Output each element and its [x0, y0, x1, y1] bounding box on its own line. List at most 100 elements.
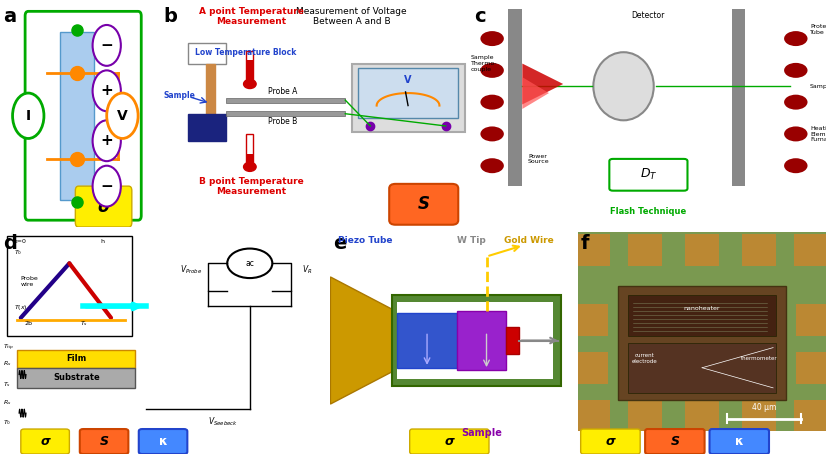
Text: $T_s$: $T_s$ [80, 319, 88, 327]
Text: 40 μm: 40 μm [752, 403, 776, 412]
Circle shape [12, 93, 44, 138]
Bar [226, 111, 345, 116]
Bar [247, 154, 253, 163]
Text: h: h [101, 239, 105, 244]
Bar [578, 304, 608, 336]
Bar [226, 98, 345, 103]
Circle shape [93, 25, 121, 66]
Text: thermometer: thermometer [741, 356, 777, 361]
Text: +: + [100, 83, 113, 99]
Text: x=0: x=0 [14, 239, 26, 244]
Bar [206, 64, 215, 114]
Text: V: V [117, 109, 128, 123]
Polygon shape [522, 77, 549, 109]
Text: +: + [100, 133, 113, 148]
Bar [246, 134, 254, 166]
Text: $V_{Seebeck}$: $V_{Seebeck}$ [208, 415, 238, 428]
Bar [742, 400, 776, 431]
Bar [742, 234, 776, 266]
FancyBboxPatch shape [645, 429, 705, 454]
Text: S: S [418, 195, 430, 213]
Text: 2b: 2b [24, 321, 32, 326]
Text: Probe
wire: Probe wire [21, 276, 39, 287]
Text: σ: σ [444, 435, 454, 448]
Text: κ: κ [159, 435, 168, 448]
Bar [352, 64, 464, 132]
Text: −: − [100, 38, 113, 53]
Bar [628, 234, 662, 266]
Text: Detector: Detector [632, 11, 665, 20]
Circle shape [244, 79, 256, 89]
Bar [685, 234, 719, 266]
Bar [397, 302, 553, 379]
Circle shape [784, 63, 808, 78]
Text: $R_s$: $R_s$ [3, 360, 12, 368]
Bar [188, 43, 226, 64]
Text: Piezo Tube: Piezo Tube [338, 236, 392, 245]
Bar [628, 343, 776, 393]
Text: $T_s$: $T_s$ [3, 380, 12, 389]
Bar [397, 313, 457, 368]
Text: f: f [581, 234, 589, 253]
Text: Low Temperature Block: Low Temperature Block [195, 48, 296, 57]
Bar [628, 295, 776, 336]
Bar [732, 9, 745, 186]
Text: $T_0$: $T_0$ [3, 419, 12, 427]
Text: σ: σ [40, 435, 50, 448]
Text: Substrate: Substrate [53, 374, 100, 382]
Text: $D_T$: $D_T$ [639, 167, 657, 183]
Text: $T_0$: $T_0$ [14, 248, 22, 257]
Text: W Tip: W Tip [458, 236, 486, 245]
Bar [794, 234, 826, 266]
FancyBboxPatch shape [21, 429, 69, 454]
Text: −: − [100, 178, 113, 194]
Text: S: S [100, 435, 108, 448]
FancyBboxPatch shape [80, 429, 128, 454]
Bar [59, 32, 94, 200]
Circle shape [93, 120, 121, 161]
Circle shape [93, 70, 121, 111]
Text: $V_{Probe}$: $V_{Probe}$ [180, 263, 202, 276]
Text: Sample
Thermo-
couple: Sample Thermo- couple [471, 55, 497, 72]
Text: ac: ac [245, 259, 254, 268]
Bar [685, 400, 719, 431]
Text: current
electrode: current electrode [632, 353, 658, 364]
Text: b: b [164, 7, 177, 26]
Bar [506, 327, 519, 354]
Bar [392, 295, 561, 386]
Polygon shape [522, 64, 563, 104]
Circle shape [244, 162, 256, 172]
Bar [17, 350, 135, 368]
Text: B point Temperature
Measurement: B point Temperature Measurement [199, 177, 303, 197]
Bar [578, 352, 608, 384]
Text: σ: σ [97, 197, 110, 216]
Bar [628, 400, 662, 431]
Text: S: S [671, 435, 679, 448]
FancyBboxPatch shape [581, 429, 640, 454]
Polygon shape [330, 277, 400, 404]
Bar [188, 114, 226, 141]
Text: I: I [26, 109, 31, 123]
Bar [247, 60, 253, 81]
Text: Gold Wire: Gold Wire [504, 236, 553, 245]
Circle shape [784, 31, 808, 46]
Text: σ: σ [605, 435, 615, 448]
Text: c: c [474, 7, 486, 26]
Text: V: V [404, 75, 412, 85]
Text: Sample: Sample [164, 91, 195, 100]
Circle shape [481, 31, 504, 46]
Text: Protective
Tube: Protective Tube [810, 24, 826, 35]
Ellipse shape [593, 52, 653, 120]
Bar [17, 368, 135, 388]
Text: $T(x)$: $T(x)$ [14, 303, 28, 312]
Text: Probe A: Probe A [268, 88, 297, 97]
Circle shape [784, 94, 808, 109]
Circle shape [93, 166, 121, 207]
Circle shape [481, 63, 504, 78]
Bar [508, 9, 521, 186]
Text: d: d [3, 234, 17, 253]
FancyBboxPatch shape [75, 186, 132, 227]
Text: $T_{tip}$: $T_{tip}$ [3, 343, 15, 354]
Text: $V_{R}$: $V_{R}$ [301, 263, 312, 276]
Bar [457, 311, 506, 370]
